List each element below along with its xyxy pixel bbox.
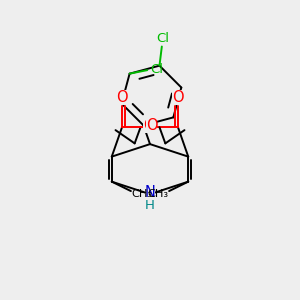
Text: N: N bbox=[145, 185, 155, 200]
Text: O: O bbox=[143, 118, 154, 133]
Text: O: O bbox=[146, 118, 157, 133]
Text: H: H bbox=[145, 199, 155, 212]
Text: CH₃: CH₃ bbox=[131, 189, 153, 199]
Text: CH₃: CH₃ bbox=[147, 189, 169, 199]
Text: O: O bbox=[116, 90, 128, 105]
Text: Cl: Cl bbox=[150, 63, 163, 76]
Text: O: O bbox=[172, 90, 184, 105]
Text: Cl: Cl bbox=[156, 32, 169, 45]
